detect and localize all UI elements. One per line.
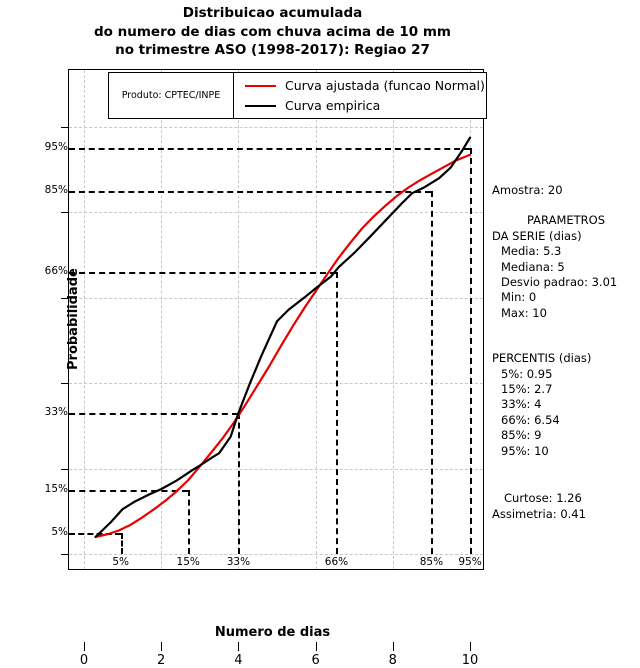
gridline-horizontal	[69, 554, 483, 555]
title-line-3: no trimestre ASO (1998-2017): Regiao 27	[115, 42, 430, 58]
x-axis-label: 8	[388, 653, 397, 668]
x-axis-label: 4	[234, 653, 243, 668]
stat-curtose: Curtose: 1.26	[504, 491, 582, 506]
percentile-leader-vertical	[470, 148, 472, 554]
percentile-label-x: 5%	[112, 556, 129, 568]
series-line-fitted	[94, 153, 472, 539]
title-line-1: Distribuicao acumulada	[182, 5, 363, 21]
curves-svg	[94, 136, 472, 539]
stat-max: Max: 10	[501, 305, 547, 320]
legend-item-empirical: Curva empirica	[245, 96, 486, 115]
x-axis-label: 6	[311, 653, 320, 668]
x-axis-tick	[238, 642, 240, 651]
gridline-horizontal	[69, 297, 483, 299]
stat-amostra: Amostra: 20	[492, 183, 563, 197]
y-axis-title: Probabilidade	[66, 268, 81, 370]
legend: Produto: CPTEC/INPE Curva ajustada (func…	[108, 72, 487, 119]
y-axis-tick	[61, 127, 69, 128]
gridline-horizontal	[69, 383, 483, 385]
percentile-label-x: 33%	[226, 556, 251, 568]
x-axis-label: 0	[79, 653, 89, 668]
legend-swatch-empirical-icon	[245, 104, 276, 107]
x-axis-tick	[470, 642, 471, 651]
y-axis-tick	[61, 212, 69, 214]
legend-keys: Curva ajustada (funcao Normal) Curva emp…	[234, 73, 486, 118]
percentile-label-y: 33%	[44, 406, 68, 419]
percentile-label-x: 85%	[419, 556, 444, 568]
y-axis-tick	[61, 554, 69, 555]
x-axis-tick	[392, 642, 394, 651]
page-title: Distribuicao acumulada do numero de dias…	[0, 4, 545, 60]
percentile-leader-vertical	[431, 191, 434, 554]
x-axis-label: 10	[461, 653, 479, 668]
stat-percentile-15: 15%: 2.7	[501, 382, 553, 397]
stat-spacer-1	[492, 198, 640, 213]
y-axis-tick	[61, 468, 69, 470]
gridline-vertical	[84, 70, 85, 569]
percentile-label-x: 95%	[458, 556, 482, 568]
stat-media: Media: 5.3	[501, 244, 562, 259]
percentile-leader-horizontal	[69, 489, 189, 492]
stat-assimetria: Assimetria: 0.41	[492, 506, 586, 521]
x-axis-title: Numero de dias	[214, 625, 331, 640]
series-line-empirical	[94, 136, 472, 539]
percentile-leader-vertical	[336, 272, 339, 554]
percentile-label-y: 15%	[44, 482, 68, 495]
percentile-label-x: 15%	[176, 556, 200, 568]
stat-percentile-33: 33%: 4	[501, 397, 542, 412]
legend-label-empirical: Curva empirica	[285, 98, 381, 113]
stat-percentile-95: 95%: 10	[501, 443, 549, 458]
legend-label-fitted: Curva ajustada (funcao Normal)	[285, 78, 485, 93]
stat-spacer-2	[492, 321, 640, 351]
y-axis-tick	[61, 383, 69, 385]
percentile-leader-horizontal	[69, 191, 432, 194]
gridline-vertical	[315, 70, 317, 569]
x-axis-tick	[84, 642, 85, 651]
percentile-label-y: 85%	[44, 184, 68, 197]
gridline-horizontal	[69, 212, 483, 214]
x-axis-tick	[161, 642, 163, 651]
stat-percentile-66: 66%: 6.54	[501, 412, 560, 427]
percentile-leader-horizontal	[69, 148, 470, 151]
gridline-vertical	[238, 70, 240, 569]
percentile-leader-horizontal	[69, 272, 337, 275]
legend-product-label: Produto: CPTEC/INPE	[109, 73, 234, 118]
stat-parametros-heading-2: DA SERIE (dias)	[492, 228, 582, 243]
plot-area: 5%15%33%66%85%95% 0.00.20.40.60.81.0 024…	[45, 69, 484, 668]
percentile-label-y: 66%	[44, 265, 68, 278]
statistics-panel: Amostra: 20 PARAMETROS DA SERIE (dias) M…	[492, 183, 640, 522]
stat-parametros-heading-1: PARAMETROS	[526, 213, 605, 228]
percentile-label-x: 66%	[324, 556, 349, 568]
percentile-leader-horizontal	[69, 413, 239, 416]
gridline-vertical	[161, 70, 163, 569]
legend-item-fitted: Curva ajustada (funcao Normal)	[245, 76, 486, 95]
title-line-2: do numero de dias com chuva acima de 10 …	[93, 23, 451, 40]
stat-desvio-padrao: Desvio padrao: 3.01	[501, 275, 618, 290]
percentile-label-y: 95%	[44, 141, 68, 154]
stat-percentile-85: 85%: 9	[501, 428, 542, 443]
stat-mediana: Mediana: 5	[501, 259, 565, 274]
stat-min: Min: 0	[501, 290, 537, 305]
plot-inner: 5% 15% 33% 66% 85% 95%	[69, 70, 483, 569]
stat-spacer-3	[492, 459, 640, 491]
percentile-leader-horizontal	[69, 532, 121, 535]
gridline-vertical	[392, 70, 394, 569]
stat-percentis-heading: PERCENTIS (dias)	[492, 351, 592, 366]
x-axis-label: 2	[157, 653, 166, 668]
gridline-horizontal	[69, 468, 483, 470]
y-axis-tick	[61, 297, 69, 299]
percentile-label-y: 5%	[51, 525, 68, 538]
percentile-leader-vertical	[188, 489, 191, 554]
legend-swatch-fitted-icon	[245, 84, 276, 87]
gridline-horizontal	[69, 127, 483, 128]
stat-percentile-5: 5%: 0.95	[501, 366, 553, 381]
percentile-leader-vertical	[120, 532, 123, 554]
percentile-leader-vertical	[238, 413, 241, 554]
x-axis-tick	[315, 642, 317, 651]
